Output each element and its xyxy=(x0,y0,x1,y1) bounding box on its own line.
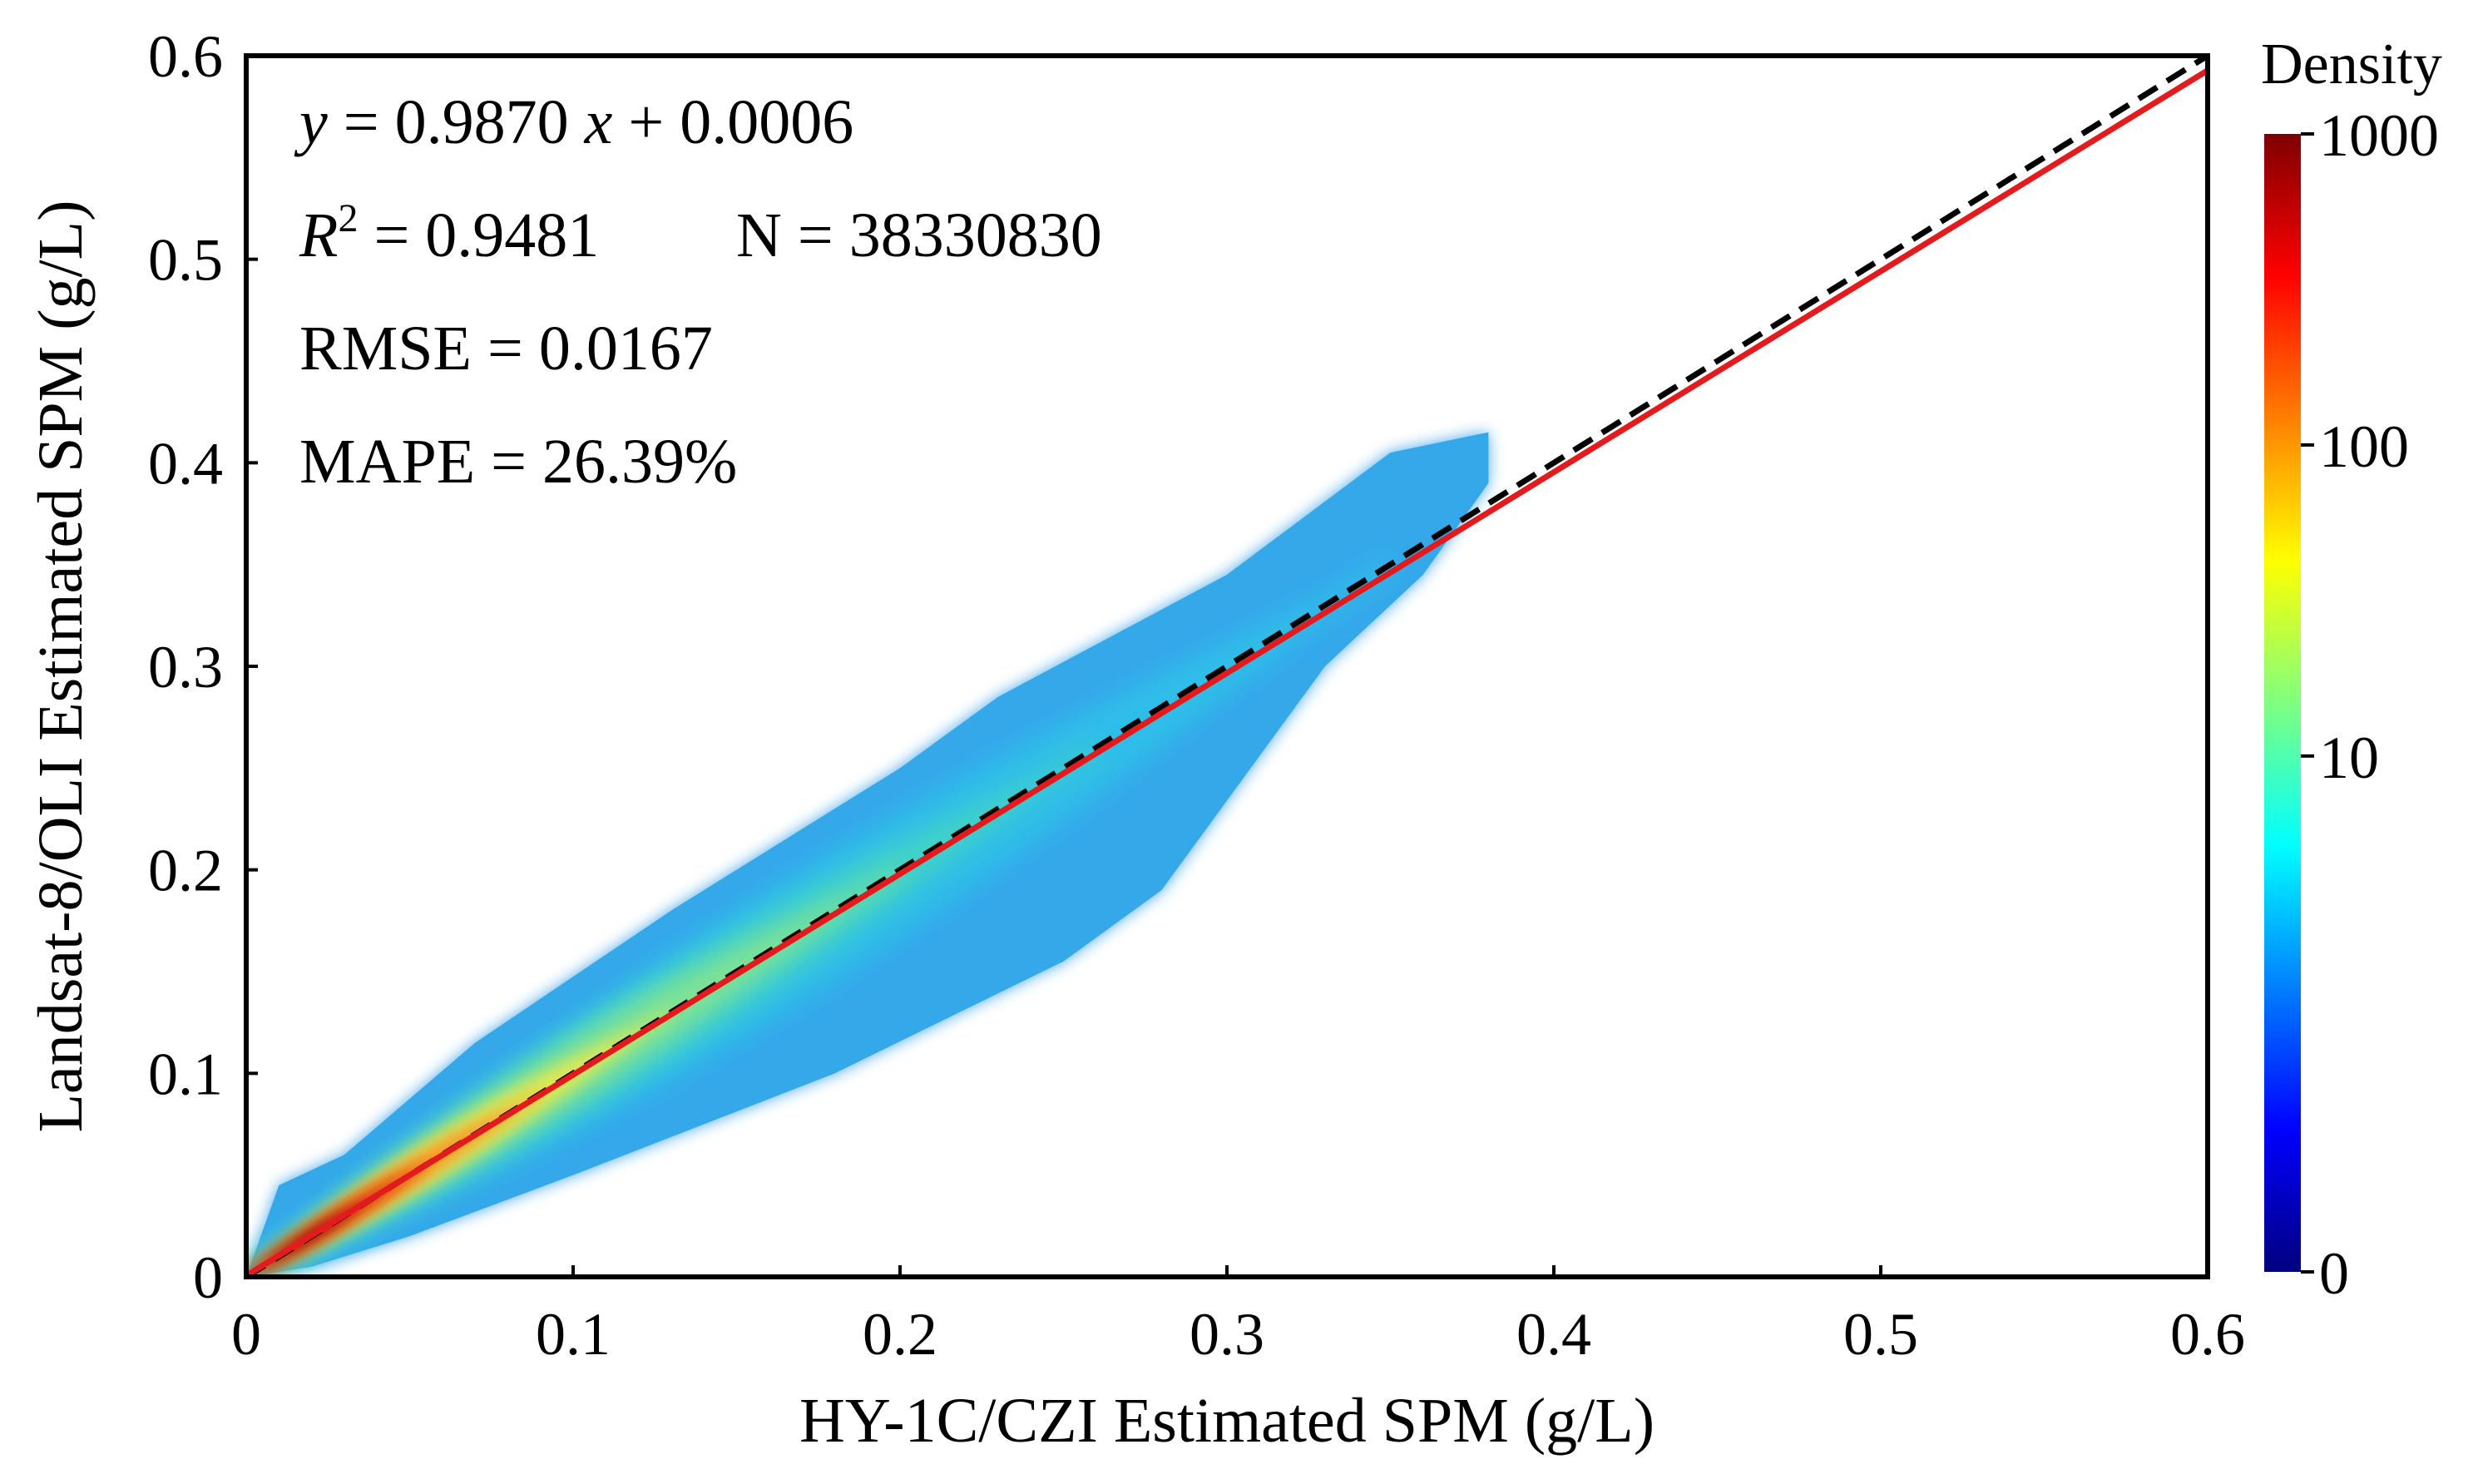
colorbar-tick-label: 0 xyxy=(2319,1240,2349,1307)
y-tick-label: 0.1 xyxy=(148,1041,223,1107)
colorbar-tick-label: 1000 xyxy=(2319,102,2439,169)
regression-equation: y = 0.9870 x + 0.0006 xyxy=(294,87,853,157)
y-tick-label: 0.4 xyxy=(148,430,223,497)
y-axis-label: Landsat-8/OLI Estimated SPM (g/L) xyxy=(26,200,96,1133)
x-tick-label: 0.2 xyxy=(863,1301,937,1368)
density-cloud xyxy=(246,432,1489,1277)
y-tick-label: 0.6 xyxy=(148,23,223,90)
y-tick-label: 0.2 xyxy=(148,838,223,904)
regression-lines xyxy=(246,56,2208,1277)
mape: MAPE = 26.39% xyxy=(299,427,737,497)
y-axis: 0 0.1 0.2 0.3 0.4 0.5 0.6 xyxy=(148,23,258,1311)
stats-annotation: y = 0.9870 x + 0.0006 R2 = 0.9481 N = 38… xyxy=(294,87,1102,497)
r-squared: R2 = 0.9481 xyxy=(299,196,599,270)
y-tick-label: 0.5 xyxy=(148,227,223,294)
rmse: RMSE = 0.0167 xyxy=(299,314,713,383)
colorbar-tick-label: 100 xyxy=(2319,413,2409,480)
x-axis: 0 0.1 0.2 0.3 0.4 0.5 0.6 xyxy=(231,1265,2245,1368)
x-axis-label: HY-1C/CZI Estimated SPM (g/L) xyxy=(799,1386,1654,1456)
sample-count: N = 38330830 xyxy=(736,200,1102,270)
x-tick-label: 0.6 xyxy=(2170,1301,2245,1368)
x-tick-label: 0.1 xyxy=(536,1301,611,1368)
y-tick-label: 0.3 xyxy=(148,634,223,700)
x-tick-label: 0 xyxy=(231,1301,261,1368)
colorbar-gradient xyxy=(2264,134,2301,1272)
colorbar-title: Density xyxy=(2261,32,2442,96)
x-tick-label: 0.3 xyxy=(1190,1301,1264,1368)
fit-line xyxy=(246,67,2208,1277)
x-tick-label: 0.5 xyxy=(1843,1301,1918,1368)
y-tick-label: 0 xyxy=(193,1244,223,1311)
x-tick-label: 0.4 xyxy=(1516,1301,1591,1368)
colorbar-tick-label: 10 xyxy=(2319,725,2379,791)
